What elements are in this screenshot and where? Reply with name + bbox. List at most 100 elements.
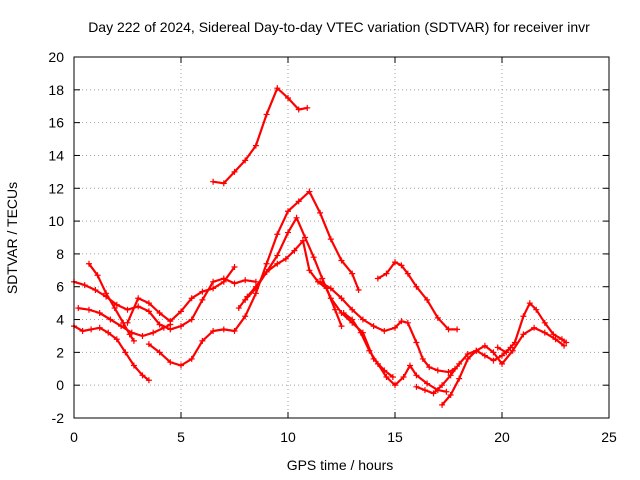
data-point	[231, 328, 238, 335]
data-point	[118, 323, 125, 330]
series-line	[72, 325, 150, 382]
data-point	[96, 309, 103, 316]
data-point	[317, 278, 324, 285]
data-point	[389, 373, 396, 380]
series-arc-11	[340, 309, 450, 395]
data-point	[499, 360, 505, 367]
data-point	[499, 352, 505, 359]
y-tick-label: 12	[48, 180, 64, 196]
data-point	[220, 278, 227, 285]
series-arc-08	[235, 237, 345, 330]
data-point	[413, 372, 420, 379]
data-point	[107, 316, 114, 323]
data-point	[381, 328, 388, 335]
data-point	[550, 331, 557, 338]
data-point	[235, 305, 242, 312]
series-line	[126, 265, 236, 324]
data-point	[139, 332, 146, 339]
data-point	[94, 272, 101, 279]
data-point	[481, 352, 488, 359]
data-point	[81, 282, 88, 289]
data-point	[130, 337, 137, 344]
data-point	[413, 339, 420, 346]
data-point	[210, 285, 217, 292]
data-point	[383, 373, 390, 380]
data-point	[520, 313, 527, 320]
data-point	[135, 303, 142, 310]
data-point	[490, 349, 497, 356]
data-point	[291, 247, 298, 254]
data-point	[533, 306, 540, 313]
data-point	[178, 323, 184, 330]
data-point	[392, 259, 398, 266]
data-point	[105, 329, 112, 336]
data-point	[85, 306, 92, 313]
data-point	[419, 355, 426, 362]
series-line	[376, 261, 459, 331]
data-point	[304, 104, 311, 111]
series-arc-04	[85, 260, 137, 344]
data-point	[473, 347, 480, 354]
series-arc-12	[374, 259, 461, 333]
data-point	[242, 277, 249, 284]
data-point	[439, 382, 446, 389]
data-point	[490, 357, 497, 364]
data-point	[383, 270, 390, 277]
data-point	[511, 339, 518, 346]
data-point	[445, 369, 452, 376]
data-point	[135, 295, 142, 302]
data-point	[274, 252, 281, 259]
grid-lines	[74, 57, 609, 418]
series-arc-06	[145, 188, 362, 369]
data-point	[145, 308, 152, 315]
data-point	[145, 377, 152, 384]
data-point	[509, 347, 516, 354]
data-point	[526, 300, 533, 307]
data-point	[96, 324, 103, 331]
data-point	[150, 329, 157, 336]
data-point	[178, 308, 184, 315]
y-tick-label: 6	[56, 279, 64, 295]
data-point	[445, 326, 452, 333]
data-point	[156, 309, 163, 316]
y-tick-label: -2	[52, 410, 65, 426]
data-point	[156, 321, 163, 328]
data-point	[338, 295, 345, 302]
series-arc-15	[494, 300, 570, 356]
data-point	[79, 328, 86, 335]
data-point	[306, 188, 313, 195]
y-tick-label: 8	[56, 246, 64, 262]
data-point	[285, 208, 291, 215]
data-point	[111, 305, 118, 312]
data-point	[359, 316, 366, 323]
data-point	[302, 234, 309, 241]
x-tick-label: 25	[601, 429, 617, 445]
data-point	[398, 262, 405, 269]
data-point	[494, 344, 501, 351]
series-arc-05	[124, 264, 238, 326]
y-tick-label: 2	[56, 344, 64, 360]
series-line	[441, 326, 566, 406]
data-point	[317, 209, 324, 216]
data-point	[338, 323, 345, 330]
data-point	[210, 178, 217, 185]
series-arc-01	[71, 275, 259, 333]
data-point	[188, 355, 195, 362]
data-point	[374, 360, 381, 367]
data-point	[130, 362, 137, 369]
data-point	[285, 95, 291, 102]
data-point	[541, 319, 548, 326]
data-point	[263, 268, 270, 275]
series-line	[212, 87, 309, 185]
y-tick-label: 14	[48, 147, 64, 163]
data-point	[113, 301, 120, 308]
data-point	[263, 111, 270, 118]
y-tick-label: 16	[48, 115, 64, 131]
data-point	[434, 314, 441, 321]
plot-frame	[73, 56, 610, 419]
series-arc-10	[317, 278, 458, 376]
data-point	[561, 342, 568, 349]
data-point	[558, 336, 565, 343]
data-point	[274, 260, 281, 267]
x-tick-label: 20	[494, 429, 510, 445]
